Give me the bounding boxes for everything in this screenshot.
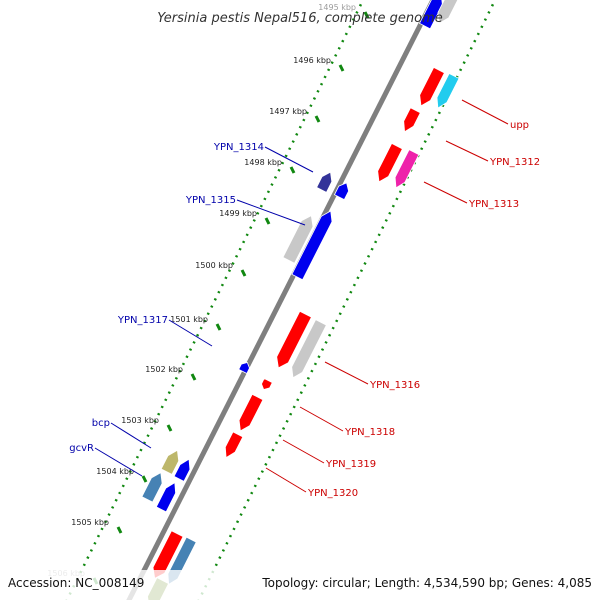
callout-line — [423, 181, 468, 204]
gene-label-left[interactable]: YPN_1317 — [117, 315, 168, 326]
gene-arrow-bcp-2 — [173, 458, 191, 482]
tick-mark — [190, 373, 197, 381]
tick-label: 1495 kbp — [318, 3, 356, 12]
tick-mark — [289, 166, 296, 174]
gene-arrow-small — [333, 182, 350, 201]
gene-arrow-cyan — [436, 72, 460, 109]
tick-mark — [141, 475, 148, 483]
callout-line — [324, 361, 369, 385]
callout-line — [265, 467, 307, 493]
gene-label-right[interactable]: YPN_1318 — [344, 427, 395, 438]
tick-label: 1496 kbp — [293, 56, 331, 65]
gene-label-right[interactable]: YPN_1312 — [489, 157, 540, 168]
gene-features — [141, 0, 460, 600]
callout-line — [264, 146, 314, 173]
gene-arrow-ypn1316 — [276, 310, 312, 369]
gene-arrow-ypn1318 — [238, 393, 264, 432]
gene-label-left[interactable]: YPN_1315 — [185, 195, 236, 206]
callout-line — [282, 439, 325, 464]
gene-label-right[interactable]: YPN_1320 — [307, 488, 358, 499]
callout-line — [461, 99, 509, 125]
gene-label-left[interactable]: gcvR — [69, 443, 94, 454]
tick-marks: 1495 kbp 1496 kbp 1497 kbp 1498 kbp 1499 kbp… — [47, 3, 370, 585]
tick-label: 1502 kbp — [145, 365, 183, 374]
tick-mark — [363, 11, 370, 19]
tick-label: 1501 kbp — [170, 315, 208, 324]
gene-label-left[interactable]: YPN_1314 — [213, 142, 264, 153]
tick-label: 1498 kbp — [244, 158, 282, 167]
gene-arrow-upp — [419, 66, 445, 107]
tick-label: 1497 kbp — [269, 107, 307, 116]
tick-label: 1500 kbp — [195, 261, 233, 270]
gc-track-left — [65, 0, 365, 600]
genome-backbone — [126, 0, 436, 600]
gene-arrow-ypn1316-pseudo — [291, 319, 327, 379]
callout-line — [168, 319, 213, 347]
gc-track-right — [197, 0, 497, 600]
gene-arrow-bcp — [160, 449, 180, 475]
gene-arrow-gcvR — [141, 471, 163, 503]
tick-label: 1504 kbp — [96, 467, 134, 476]
callout-line — [94, 447, 143, 477]
tick-label: 1505 kbp — [71, 518, 109, 527]
tick-mark — [116, 526, 123, 534]
gene-arrow-ypn1313 — [377, 142, 403, 183]
tick-label: 1503 kbp — [121, 416, 159, 425]
callout-line — [236, 199, 306, 226]
gene-arrow-top-right — [437, 0, 459, 24]
gene-arrow-ypn1315-pseudo — [282, 215, 314, 264]
tick-mark — [240, 269, 247, 277]
gene-arrow-ypn1317 — [238, 362, 250, 375]
tick-mark — [338, 64, 345, 72]
callout-line — [445, 140, 489, 162]
callout-line — [110, 422, 152, 449]
gene-arrow-ypn1319 — [224, 431, 244, 459]
tick-mark — [314, 115, 321, 123]
tick-label: 1499 kbp — [219, 209, 257, 218]
gene-label-left[interactable]: bcp — [92, 418, 110, 429]
map-title: Yersinia pestis Nepal516, complete genom… — [157, 11, 442, 26]
gene-arrow-small-red — [261, 377, 273, 390]
gene-arrow-ypn1314 — [316, 171, 333, 193]
gene-arrow-ypn1315 — [291, 210, 333, 281]
accession-label: Accession: NC_008149 — [8, 576, 144, 590]
gene-arrow-gcvR-2 — [155, 481, 177, 513]
gene-label-right[interactable]: YPN_1319 — [325, 459, 376, 470]
tick-mark — [215, 323, 222, 331]
tick-mark — [166, 424, 173, 432]
genome-summary: Topology: circular; Length: 4,534,590 bp… — [261, 576, 592, 590]
tick-mark — [264, 217, 271, 225]
gene-label-right[interactable]: YPN_1316 — [369, 380, 420, 391]
gene-label-right[interactable]: upp — [510, 120, 529, 131]
callout-line — [299, 406, 344, 432]
gene-arrow-magenta — [394, 149, 420, 189]
gene-arrow-ypn1312 — [403, 107, 421, 133]
gene-label-right[interactable]: YPN_1313 — [468, 199, 519, 210]
